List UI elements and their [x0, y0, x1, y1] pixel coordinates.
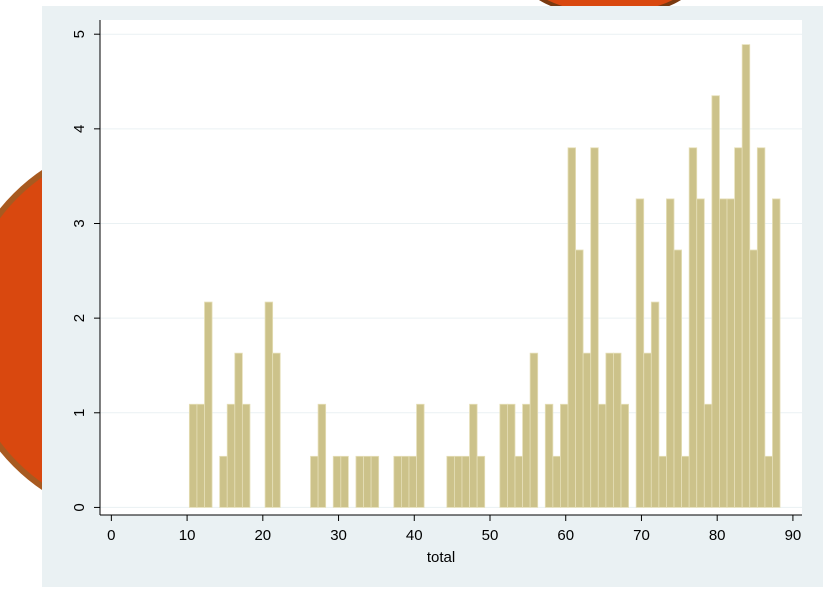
y-tick-label: 4	[71, 125, 88, 133]
plot-region	[100, 20, 802, 515]
bar	[416, 403, 425, 508]
y-tick-label: 2	[71, 314, 88, 322]
bar	[310, 455, 319, 508]
bar	[408, 455, 417, 508]
bar	[703, 403, 713, 508]
bar	[726, 198, 736, 508]
bar	[332, 455, 342, 508]
bar	[461, 455, 470, 508]
bar	[734, 147, 743, 508]
bar	[756, 147, 766, 508]
bar	[658, 455, 667, 508]
bar	[446, 455, 455, 508]
x-tick-label: 50	[482, 527, 499, 544]
bar	[650, 301, 660, 508]
bar	[529, 352, 539, 508]
bar	[241, 403, 251, 508]
y-tick-label: 0	[71, 503, 88, 511]
bar	[575, 249, 584, 508]
bar	[772, 198, 781, 508]
bar	[393, 455, 402, 508]
bar	[620, 403, 629, 508]
bar	[522, 403, 531, 508]
bar	[552, 455, 561, 508]
bar	[741, 44, 751, 508]
bar	[340, 455, 349, 508]
bar	[666, 198, 675, 508]
bar	[507, 403, 516, 508]
bar	[188, 403, 198, 508]
bar	[635, 198, 645, 508]
x-tick-label: 60	[557, 527, 574, 544]
bar	[567, 147, 576, 508]
bar	[400, 455, 410, 508]
x-tick-label: 70	[633, 527, 650, 544]
x-tick-label: 80	[709, 527, 726, 544]
y-tick-label: 5	[71, 30, 88, 38]
bar	[226, 403, 236, 508]
bar	[204, 301, 213, 508]
bar	[499, 403, 508, 508]
bar	[643, 352, 652, 508]
bar	[272, 352, 281, 508]
x-tick-label: 10	[179, 527, 196, 544]
y-tick-label: 3	[71, 219, 88, 227]
bar	[476, 455, 486, 508]
bar	[681, 455, 690, 508]
bar	[688, 147, 698, 508]
x-axis-label: total	[427, 549, 455, 566]
bar	[749, 249, 758, 508]
bar	[355, 455, 364, 508]
x-tick-label: 0	[107, 527, 115, 544]
bar	[196, 403, 205, 508]
bar	[719, 198, 728, 508]
bar	[560, 403, 569, 508]
bar	[469, 403, 478, 508]
bar	[454, 455, 463, 508]
bar	[696, 198, 705, 508]
bar	[582, 352, 592, 508]
bar	[514, 455, 523, 508]
x-tick-label: 30	[330, 527, 347, 544]
bar	[613, 352, 622, 508]
bar	[219, 455, 228, 508]
bar	[234, 352, 243, 508]
bar	[764, 455, 773, 508]
bar	[544, 403, 554, 508]
bar	[590, 147, 599, 508]
x-tick-label: 20	[254, 527, 271, 544]
bar	[264, 301, 274, 508]
bar	[673, 249, 682, 508]
bar	[317, 403, 327, 508]
bar	[363, 455, 372, 508]
bar	[605, 352, 614, 508]
bar	[370, 455, 380, 508]
x-tick-label: 90	[785, 527, 802, 544]
x-tick-label: 40	[406, 527, 423, 544]
y-tick-label: 1	[71, 409, 88, 417]
bar	[597, 403, 607, 508]
bar	[711, 95, 720, 508]
